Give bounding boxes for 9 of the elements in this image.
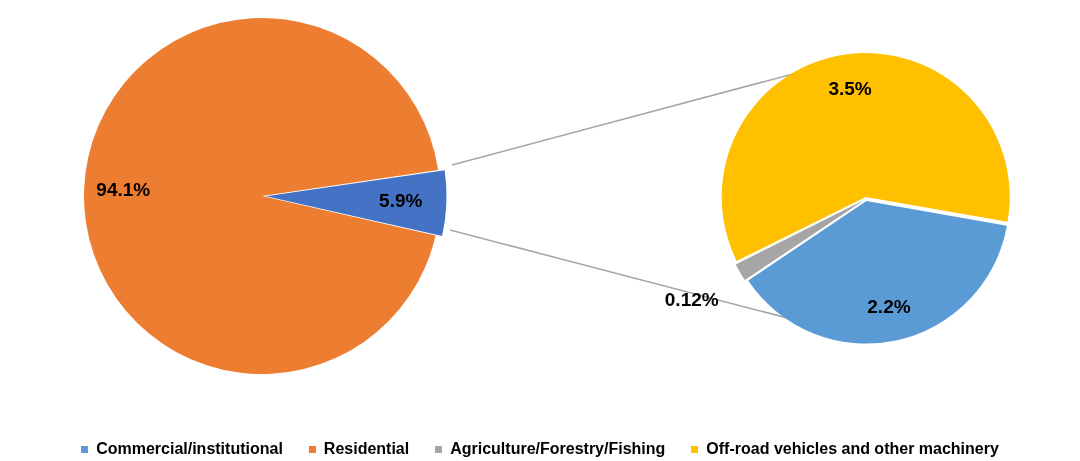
legend-label: Agriculture/Forestry/Fishing xyxy=(450,440,666,458)
data-label: 5.9% xyxy=(379,189,423,211)
data-label: 94.1% xyxy=(96,178,151,200)
legend-label: Off-road vehicles and other machinery xyxy=(706,440,999,458)
data-label: 3.5% xyxy=(828,77,872,99)
legend-label: Commercial/institutional xyxy=(96,440,283,458)
data-label: 0.12% xyxy=(664,288,719,310)
legend-label: Residential xyxy=(323,440,410,458)
data-label: 2.2% xyxy=(867,295,911,317)
